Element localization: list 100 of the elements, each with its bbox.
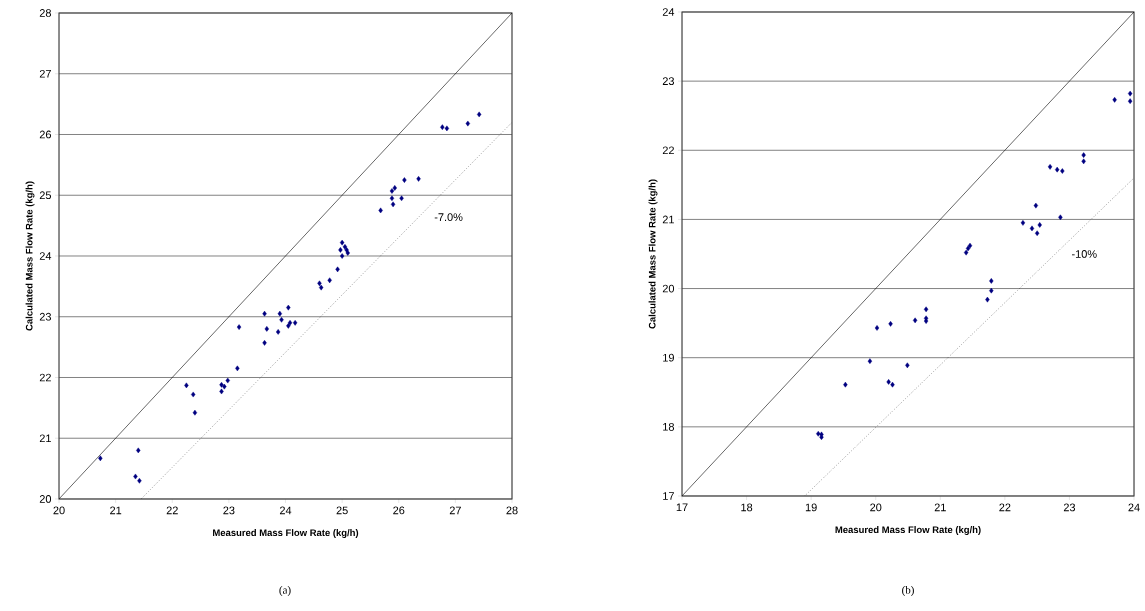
point (819, 434, 824, 441)
point (874, 325, 880, 331)
point (967, 242, 973, 249)
x-tick-label: 28 (506, 506, 518, 515)
point (912, 317, 918, 324)
point (1060, 168, 1065, 174)
point (317, 280, 322, 287)
point (1033, 202, 1039, 209)
point (235, 365, 240, 372)
point (191, 391, 196, 398)
y-tick-label: 24 (662, 8, 675, 16)
point (338, 247, 343, 253)
point (279, 316, 284, 323)
point (137, 477, 142, 484)
point (1047, 164, 1053, 170)
point (339, 239, 345, 246)
x-tick-label: 17 (676, 503, 688, 512)
y-tick-label: 22 (39, 373, 51, 382)
point (477, 111, 482, 118)
point (287, 320, 293, 326)
y-tick-label: 21 (662, 215, 674, 224)
point (389, 188, 395, 194)
y-tick-label: 20 (662, 284, 675, 293)
point (392, 185, 397, 191)
point (344, 247, 349, 253)
point (292, 320, 298, 326)
point (905, 362, 910, 369)
y-axis-title: Calculated Mass Flow Rate (kg/h) (648, 179, 658, 329)
y-tick-label: 26 (39, 130, 51, 139)
point (276, 329, 281, 335)
point (335, 266, 340, 273)
point (399, 195, 404, 202)
point (319, 284, 324, 291)
point (888, 321, 893, 327)
x-tick-label: 22 (999, 503, 1011, 512)
x-tick-label: 24 (279, 506, 292, 515)
point (963, 249, 969, 256)
point (923, 306, 929, 313)
point (339, 253, 345, 259)
point (184, 382, 189, 389)
point (890, 381, 895, 388)
y-tick-label: 22 (662, 146, 674, 155)
point (390, 201, 396, 208)
point (236, 324, 242, 330)
point (222, 383, 227, 390)
y-tick-label: 19 (663, 353, 674, 362)
point (1081, 152, 1086, 158)
point (1029, 225, 1035, 232)
x-axis-title: Measured Mass Flow Rate (kg/h) (835, 526, 981, 535)
point (1127, 98, 1133, 104)
y-tick-label: 25 (39, 191, 52, 200)
annotation: -10% (1071, 250, 1097, 258)
point (1127, 90, 1133, 97)
point (1112, 97, 1117, 103)
point (136, 447, 141, 454)
y-axis-title: Calculated Mass Flow Rate (kg/h) (25, 181, 35, 331)
point (416, 176, 421, 182)
x-tick-label: 25 (336, 506, 348, 515)
text: (a) (279, 586, 291, 596)
x-tick-label: 21 (934, 503, 946, 512)
y-tick-label: 21 (39, 434, 51, 443)
x-tick-label: 18 (741, 503, 753, 512)
x-tick-label: 20 (53, 506, 65, 515)
point (98, 455, 103, 462)
point (886, 379, 891, 385)
point (989, 278, 994, 284)
x-tick-label: 22 (166, 506, 178, 515)
point (389, 195, 395, 202)
point (444, 125, 450, 132)
point (264, 326, 269, 332)
point (262, 340, 267, 346)
x-tick-label: 21 (110, 506, 122, 515)
point (225, 377, 230, 384)
point (1037, 222, 1042, 228)
point (133, 473, 138, 480)
point (286, 304, 291, 311)
x-tick-label: 24 (1128, 503, 1140, 512)
y-tick-label: 24 (39, 252, 52, 260)
x-tick-label: 23 (223, 506, 235, 515)
point (1055, 166, 1060, 173)
point (1081, 158, 1086, 165)
point (277, 310, 282, 317)
x-tick-label: 20 (870, 503, 882, 512)
x-tick-label: 19 (805, 503, 817, 512)
point (1058, 214, 1063, 221)
text: (b) (902, 586, 914, 596)
y-tick-label: 17 (663, 492, 674, 500)
point (402, 177, 407, 183)
point (1020, 220, 1026, 226)
point (989, 287, 994, 294)
y-tick-label: 20 (39, 495, 52, 503)
point (327, 277, 332, 284)
y-tick-label: 27 (39, 69, 51, 78)
point (843, 381, 848, 388)
point (219, 388, 224, 395)
point (985, 296, 990, 303)
annotation: -7.0% (434, 213, 463, 221)
point (465, 120, 470, 127)
point (867, 358, 873, 364)
x-tick-label: 26 (393, 506, 405, 515)
